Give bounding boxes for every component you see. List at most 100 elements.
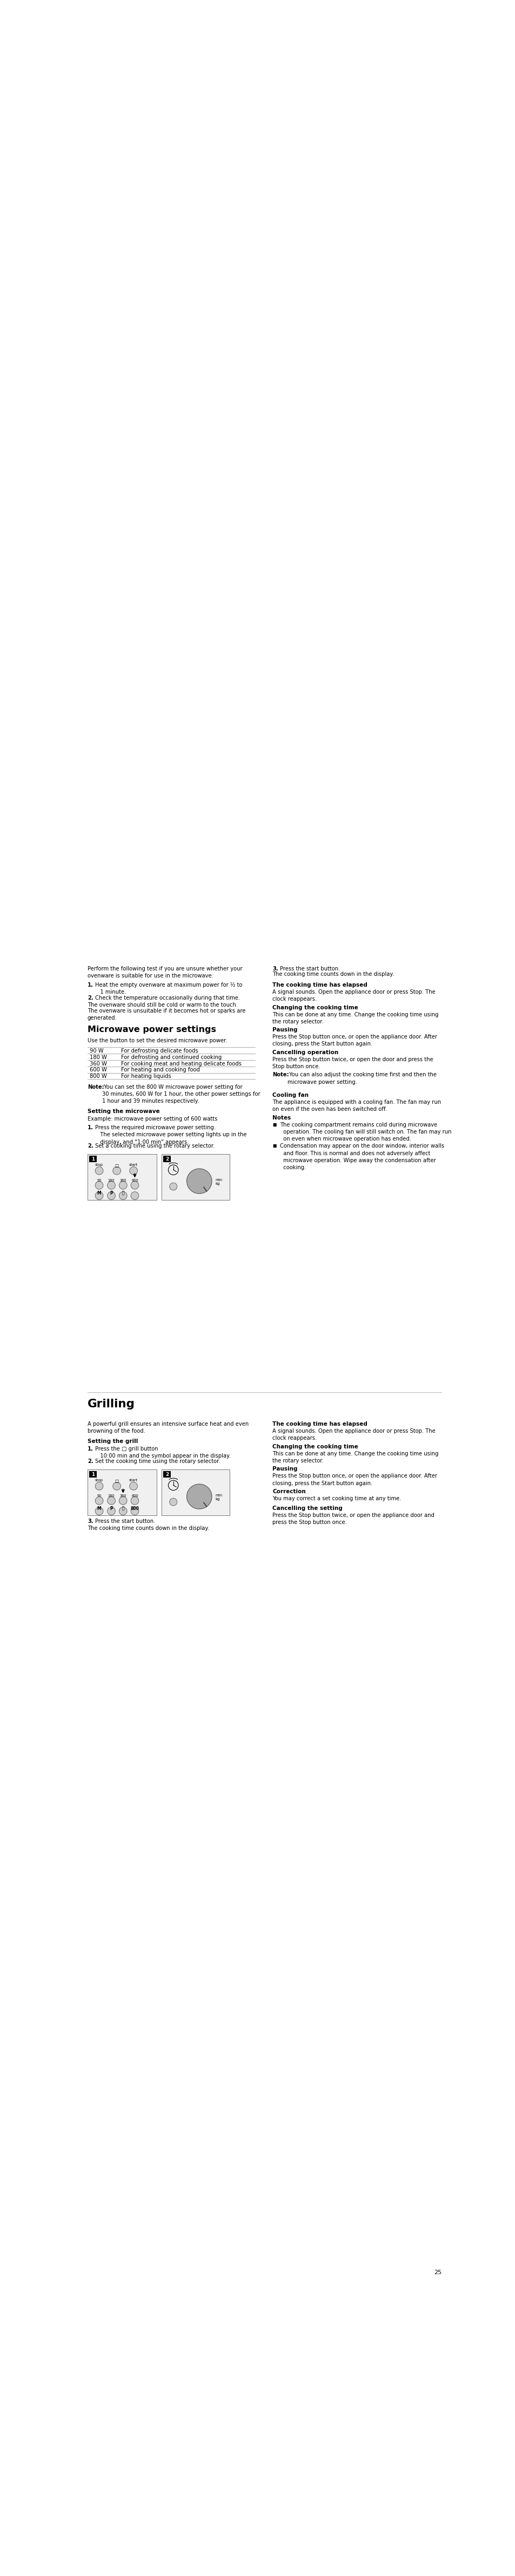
Text: Press the Stop button once, or open the appliance door. After
closing, press the: Press the Stop button once, or open the … — [272, 1036, 437, 1046]
Text: Set a cooking time using the rotary selector.: Set a cooking time using the rotary sele… — [95, 1144, 214, 1149]
Text: The cooking time counts down in the display.: The cooking time counts down in the disp… — [272, 971, 394, 976]
Text: A signal sounds. Open the appliance door or press Stop. The
clock reappears.: A signal sounds. Open the appliance door… — [272, 989, 435, 1002]
Text: Check the temperature occasionally during that time.: Check the temperature occasionally durin… — [95, 994, 239, 999]
Text: 360: 360 — [119, 1494, 126, 1497]
Text: □: □ — [115, 1164, 118, 1167]
Text: For heating liquids: For heating liquids — [121, 1074, 171, 1079]
Text: min: min — [215, 1177, 222, 1182]
Text: Press the start button.: Press the start button. — [95, 1520, 155, 1525]
Text: 3.: 3. — [272, 966, 278, 971]
Text: The ovenware is unsuitable if it becomes hot or sparks are
generated.: The ovenware is unsuitable if it becomes… — [88, 1007, 245, 1020]
Circle shape — [119, 1182, 127, 1190]
Text: 1.: 1. — [88, 1126, 93, 1131]
Text: You can also adjust the cooking time first and then the
microwave power setting.: You can also adjust the cooking time fir… — [287, 1072, 436, 1084]
Circle shape — [131, 1497, 139, 1504]
Text: 2: 2 — [165, 1471, 168, 1476]
Text: You can set the 800 W microwave power setting for
30 minutes, 600 W for 1 hour, : You can set the 800 W microwave power se… — [102, 1084, 260, 1105]
Bar — [89, 1157, 97, 1162]
Text: Use the button to set the desired microwave power.: Use the button to set the desired microw… — [88, 1038, 227, 1043]
Text: For defrosting and continued cooking: For defrosting and continued cooking — [121, 1054, 221, 1059]
Circle shape — [95, 1182, 103, 1190]
Text: Example: microwave power setting of 600 watts: Example: microwave power setting of 600 … — [88, 1115, 217, 1121]
Circle shape — [129, 1167, 138, 1175]
Circle shape — [131, 1507, 139, 1515]
Text: You may correct a set cooking time at any time.: You may correct a set cooking time at an… — [272, 1497, 401, 1502]
Text: 180: 180 — [108, 1180, 115, 1182]
Bar — [89, 1471, 97, 1479]
Text: Grilling: Grilling — [88, 1399, 135, 1409]
Text: Condensation may appear on the door window, interior walls
  and floor. This is : Condensation may appear on the door wind… — [280, 1144, 444, 1170]
Circle shape — [107, 1507, 115, 1515]
Text: 25: 25 — [433, 2269, 441, 2275]
Circle shape — [95, 1193, 103, 1200]
Text: 800: 800 — [130, 1507, 139, 1512]
Circle shape — [169, 1182, 177, 1190]
Text: Setting the microwave: Setting the microwave — [88, 1110, 160, 1115]
Text: 600 W: 600 W — [90, 1066, 107, 1072]
Text: Microwave power settings: Microwave power settings — [88, 1025, 216, 1033]
Circle shape — [113, 1481, 121, 1489]
Text: 🔒: 🔒 — [122, 1507, 124, 1512]
Text: Note:: Note: — [88, 1084, 104, 1090]
Text: 180: 180 — [108, 1494, 115, 1497]
Text: P: P — [110, 1507, 113, 1512]
Bar — [163, 1471, 170, 1479]
Circle shape — [119, 1497, 127, 1504]
Text: Perform the following test if you are unsure whether your
ovenware is suitable f: Perform the following test if you are un… — [88, 966, 242, 979]
Circle shape — [131, 1193, 139, 1200]
Text: Set the cooking time using the rotary selector.: Set the cooking time using the rotary se… — [95, 1458, 220, 1463]
Text: Notes: Notes — [272, 1115, 291, 1121]
Text: A signal sounds. Open the appliance door or press Stop. The
clock reappears.: A signal sounds. Open the appliance door… — [272, 1430, 435, 1440]
Text: Press the Stop button twice, or open the appliance door and
press the Stop butto: Press the Stop button twice, or open the… — [272, 1512, 434, 1525]
Text: kg: kg — [215, 1182, 219, 1185]
Text: The ovenware should still be cold or warm to the touch.: The ovenware should still be cold or war… — [88, 1002, 237, 1007]
Text: Press the Stop button once, or open the appliance door. After
closing, press the: Press the Stop button once, or open the … — [272, 1473, 437, 1486]
Text: 1.: 1. — [88, 981, 93, 987]
Text: □: □ — [115, 1479, 118, 1484]
Text: ■: ■ — [272, 1123, 277, 1126]
Text: Note:: Note: — [272, 1072, 289, 1077]
Text: A powerful grill ensures an intensive surface heat and even
browning of the food: A powerful grill ensures an intensive su… — [88, 1422, 248, 1435]
Text: 1: 1 — [91, 1471, 95, 1476]
Text: Cancelling the setting: Cancelling the setting — [272, 1507, 342, 1512]
Bar — [161, 1154, 229, 1200]
Circle shape — [95, 1497, 103, 1504]
Text: 2.: 2. — [88, 1458, 93, 1463]
Text: M: M — [97, 1507, 101, 1512]
Text: 360: 360 — [119, 1180, 126, 1182]
Text: The cooking time has elapsed: The cooking time has elapsed — [272, 1422, 367, 1427]
Text: 90: 90 — [97, 1180, 101, 1182]
Text: Pausing: Pausing — [272, 1466, 297, 1471]
Text: Changing the cooking time: Changing the cooking time — [272, 1005, 358, 1010]
Text: min: min — [215, 1494, 222, 1497]
Bar — [88, 1468, 157, 1515]
Text: start: start — [129, 1164, 138, 1167]
Text: The appliance is equipped with a cooling fan. The fan may run
on even if the ove: The appliance is equipped with a cooling… — [272, 1100, 441, 1113]
Text: For cooking meat and heating delicate foods: For cooking meat and heating delicate fo… — [121, 1061, 241, 1066]
Text: P: P — [110, 1190, 113, 1195]
Text: For defrosting delicate foods: For defrosting delicate foods — [121, 1048, 198, 1054]
Text: Pausing: Pausing — [272, 1028, 297, 1033]
Circle shape — [107, 1497, 115, 1504]
Text: Cooling fan: Cooling fan — [272, 1092, 308, 1097]
Text: Changing the cooking time: Changing the cooking time — [272, 1445, 358, 1450]
Text: Setting the grill: Setting the grill — [88, 1440, 138, 1445]
Text: Cancelling operation: Cancelling operation — [272, 1048, 338, 1056]
Text: kg: kg — [215, 1497, 219, 1502]
Bar — [88, 1154, 157, 1200]
Circle shape — [129, 1481, 138, 1489]
Text: Correction: Correction — [272, 1489, 305, 1494]
Text: 2: 2 — [165, 1157, 168, 1162]
Text: 600: 600 — [131, 1180, 138, 1182]
Text: This can be done at any time. Change the cooking time using
the rotary selector.: This can be done at any time. Change the… — [272, 1012, 438, 1025]
Text: The cooking time counts down in the display.: The cooking time counts down in the disp… — [88, 1525, 209, 1530]
Text: stop: stop — [95, 1164, 103, 1167]
Text: Press the Stop button twice, or open the door and press the
Stop button once.: Press the Stop button twice, or open the… — [272, 1056, 433, 1069]
Text: 90 W: 90 W — [90, 1048, 104, 1054]
Text: ■: ■ — [272, 1144, 277, 1149]
Text: 2.: 2. — [88, 1144, 93, 1149]
Text: 1.: 1. — [88, 1445, 93, 1450]
Circle shape — [169, 1499, 177, 1507]
Text: 3.: 3. — [88, 1520, 93, 1525]
Text: Heat the empty ovenware at maximum power for ½ to
   1 minute.: Heat the empty ovenware at maximum power… — [95, 981, 242, 994]
